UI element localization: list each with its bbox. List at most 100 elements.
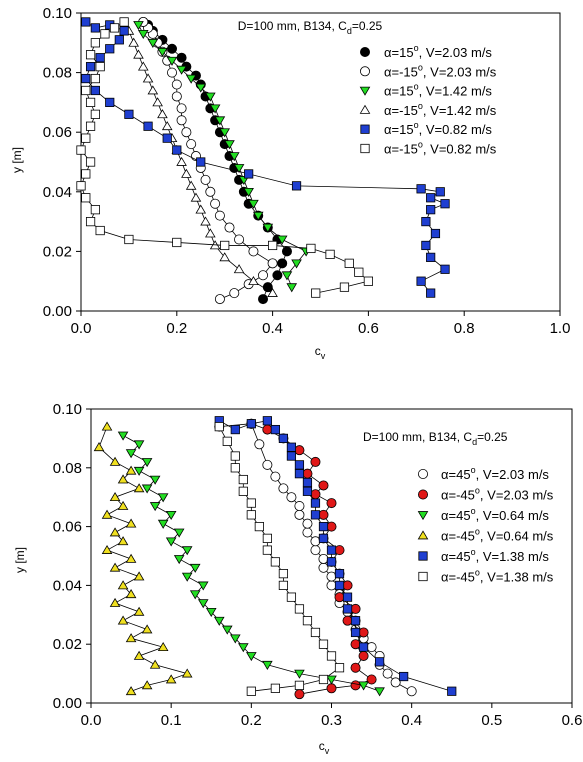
- data-point: [334, 569, 345, 579]
- data-point: [219, 128, 230, 138]
- data-point: [230, 463, 240, 473]
- data-point: [294, 669, 305, 679]
- data-point: [258, 294, 269, 305]
- data-point: [243, 187, 254, 197]
- data-point: [133, 440, 145, 450]
- data-point: [334, 592, 345, 603]
- data-point: [181, 546, 193, 556]
- data-point: [214, 294, 225, 305]
- data-point: [95, 62, 105, 72]
- data-point: [229, 288, 240, 299]
- y-tick-label: 0.10: [53, 401, 82, 418]
- data-point: [117, 615, 129, 625]
- data-point: [248, 199, 259, 209]
- x-tick-label: 0.1: [161, 712, 182, 729]
- legend-entry: α=15o, V=1.42 m/s: [384, 82, 492, 99]
- legend-marker: [359, 86, 371, 96]
- y-tick-label: 0.06: [43, 124, 72, 141]
- series-4: [93, 421, 193, 696]
- legend-marker: [417, 489, 428, 500]
- data-point: [141, 680, 153, 690]
- data-point: [399, 671, 409, 682]
- x-tick-label: 0.0: [81, 712, 102, 729]
- data-point: [246, 652, 257, 662]
- data-point: [189, 563, 201, 573]
- data-point: [109, 23, 120, 33]
- data-point: [90, 38, 100, 48]
- data-point: [358, 627, 369, 638]
- x-axis-label: cv: [319, 739, 330, 756]
- data-point: [334, 663, 345, 673]
- data-point: [294, 689, 305, 700]
- data-point: [421, 216, 431, 227]
- legend-entry: α=-45o, V=2.03 m/s: [441, 486, 554, 503]
- data-point: [214, 422, 224, 432]
- data-point: [318, 639, 329, 649]
- x-tick-label: 0.8: [454, 320, 475, 337]
- data-point: [426, 205, 436, 215]
- data-point: [85, 157, 96, 167]
- data-point: [350, 639, 361, 650]
- data-point: [165, 674, 177, 684]
- data-point: [128, 37, 139, 47]
- data-point: [286, 492, 297, 503]
- data-point: [228, 152, 240, 162]
- data-point: [302, 518, 313, 529]
- data-point: [147, 38, 159, 48]
- data-point: [318, 480, 329, 491]
- y-tick-label: 0.00: [43, 303, 72, 320]
- data-point: [374, 687, 385, 697]
- data-point: [133, 49, 144, 59]
- data-point: [125, 518, 137, 528]
- data-point: [157, 519, 169, 529]
- legend-marker: [359, 104, 371, 114]
- data-point: [278, 433, 289, 444]
- data-point: [76, 181, 86, 191]
- x-tick-label: 0.2: [166, 320, 187, 337]
- data-point: [310, 545, 321, 556]
- chart-annotation: D=100 mm, B134, Cd=0.25: [238, 19, 383, 36]
- data-point: [142, 73, 154, 83]
- data-point: [334, 580, 345, 591]
- data-point: [358, 650, 369, 661]
- data-point: [221, 625, 233, 635]
- data-point: [157, 493, 169, 503]
- data-point: [173, 555, 185, 565]
- data-point: [426, 193, 436, 203]
- data-point: [310, 510, 321, 520]
- x-tick-label: 0.4: [401, 712, 422, 729]
- data-point: [220, 240, 230, 251]
- data-point: [311, 288, 321, 298]
- y-tick-label: 0.08: [53, 460, 82, 477]
- data-point: [85, 50, 96, 60]
- data-point: [205, 228, 216, 238]
- data-point: [286, 442, 297, 452]
- data-point: [302, 616, 313, 626]
- data-point: [350, 616, 361, 626]
- data-point: [190, 192, 202, 202]
- data-point: [157, 641, 169, 651]
- data-point: [270, 683, 280, 693]
- legend-entry: α=-15o, V=1.42 m/s: [384, 101, 497, 118]
- data-point: [152, 97, 163, 107]
- data-point: [294, 604, 305, 614]
- data-point: [185, 180, 197, 190]
- data-point: [133, 466, 145, 476]
- data-point: [125, 686, 137, 696]
- data-point: [447, 686, 457, 696]
- data-point: [214, 210, 225, 221]
- data-point: [246, 510, 256, 520]
- data-point: [137, 61, 149, 71]
- legend: α=45o, V=2.03 m/s α=-45o, V=2.03 m/s α=45o…: [417, 465, 554, 585]
- series-line: [219, 423, 373, 695]
- data-point: [234, 234, 245, 245]
- data-point: [117, 431, 129, 441]
- legend-entry: α=-45o, V=1.38 m/s: [441, 568, 554, 585]
- plot-area: [80, 12, 561, 312]
- data-point: [270, 471, 281, 482]
- data-point: [342, 615, 353, 626]
- data-point: [186, 139, 197, 150]
- data-point: [342, 592, 353, 602]
- data-point: [195, 204, 207, 214]
- data-point: [286, 451, 297, 461]
